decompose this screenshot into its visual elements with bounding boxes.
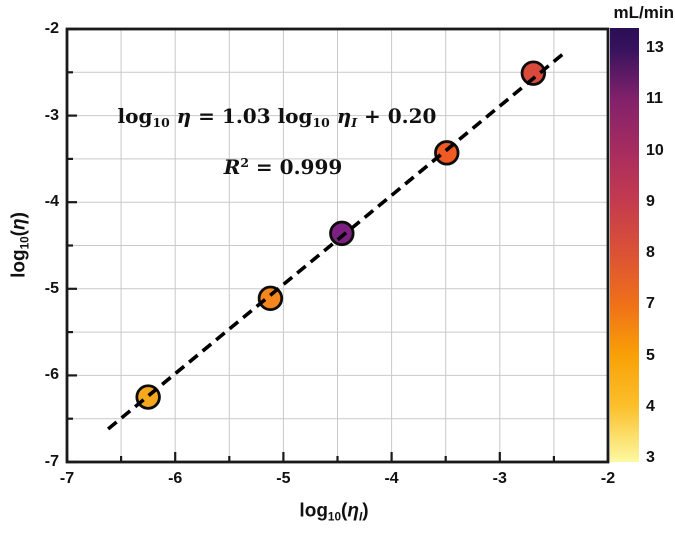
text-token: η [176, 104, 192, 129]
x-tick-label: -5 [276, 470, 291, 487]
text-token: 10 [18, 236, 32, 250]
text-token: + 0.20 [357, 104, 437, 129]
y-tick-label: -7 [44, 453, 59, 470]
colorbar-tick-label: 8 [646, 244, 655, 261]
text-token: log [277, 104, 313, 129]
colorbar-title: mL/min [613, 3, 674, 22]
plot-frame [65, 27, 610, 464]
r-squared-annotation: R2 = 0.999 [224, 155, 343, 179]
text-token: 10 [327, 510, 342, 524]
text-token: log [299, 500, 328, 522]
colorbar-tick-label: 10 [646, 141, 664, 159]
x-axis-label: log10(ηI) [299, 501, 368, 524]
y-tick-label: -3 [44, 106, 59, 124]
colorbar-tick-label: 4 [646, 397, 655, 415]
text-token: log [8, 249, 30, 278]
colorbar-tick-label: 9 [646, 192, 655, 210]
x-tick-label: -7 [59, 470, 75, 487]
y-tick-label: -5 [44, 279, 59, 297]
text-token: ) [8, 212, 30, 219]
text-token: 10 [312, 114, 330, 130]
colorbar-tick-label: 3 [646, 449, 655, 466]
colorbar-tick-label: 7 [646, 295, 655, 313]
data-point [520, 60, 547, 86]
equation-annotation: log10 η = 1.03 log10 ηI + 0.20 [118, 104, 437, 130]
text-token: 10 [152, 114, 170, 130]
colorbar-tick-label: 11 [646, 90, 663, 108]
text-token: η [8, 218, 30, 231]
y-tick-label: -6 [44, 366, 59, 384]
x-tick-label: -4 [384, 470, 399, 487]
text-token: = 0.999 [248, 155, 343, 179]
text-token: η [347, 500, 359, 522]
y-tick-label: -4 [44, 193, 59, 211]
colorbar-tick-label: 5 [646, 346, 655, 364]
text-token: ( [341, 500, 348, 522]
text-token: I [358, 510, 363, 524]
y-tick-label: -2 [44, 20, 59, 37]
text-token: ) [362, 500, 369, 522]
text-token: = 1.03 [191, 104, 278, 129]
text-token: η [336, 104, 352, 129]
text-token: R [223, 155, 241, 179]
text-token: log [117, 104, 153, 129]
text-token: ( [8, 230, 30, 237]
fit-line [106, 50, 567, 431]
colorbar-gradient [610, 28, 639, 462]
text-token: I [351, 114, 358, 130]
data-point [329, 220, 355, 247]
x-tick-label: -6 [168, 470, 183, 487]
x-tick-label: -2 [600, 470, 616, 487]
x-tick-label: -3 [492, 470, 507, 487]
text-token: 2 [240, 155, 249, 171]
colorbar-tick-label: 13 [646, 39, 664, 56]
y-axis-label: log10(η) [9, 212, 32, 278]
